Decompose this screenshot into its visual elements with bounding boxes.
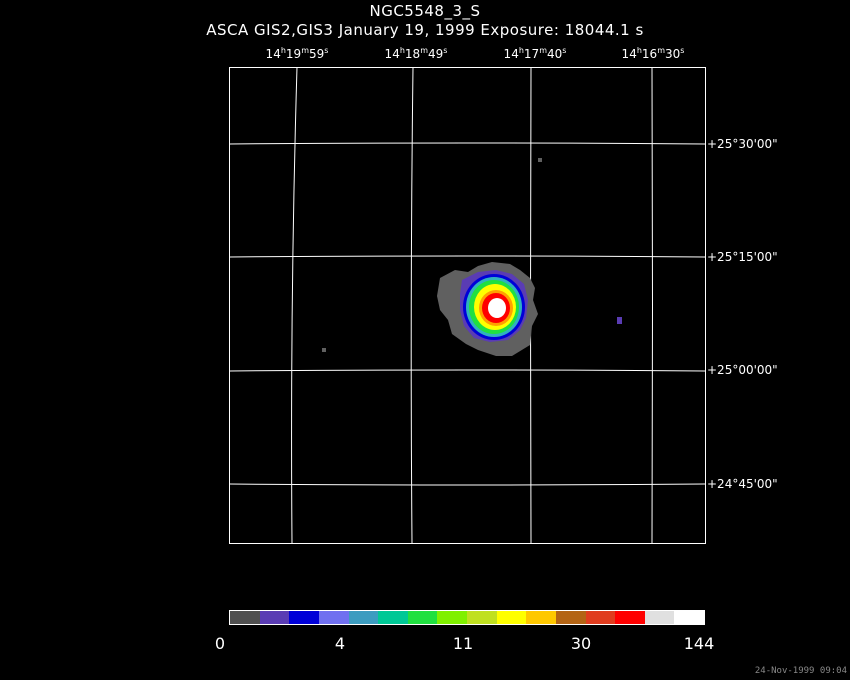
image-title: NGC5548_3_S bbox=[369, 2, 481, 20]
colorbar-cell-2 bbox=[289, 611, 319, 624]
colorbar-cell-9 bbox=[496, 611, 527, 624]
colorbar-tick-4: 144 bbox=[683, 634, 715, 653]
stray-pixel bbox=[538, 158, 542, 162]
colorbar-cell-13 bbox=[615, 611, 645, 624]
colorbar-cell-7 bbox=[437, 611, 467, 624]
ra-grid-line-2 bbox=[410, 66, 414, 544]
ra-grid-line-4 bbox=[651, 66, 653, 544]
ra-grid-line-1 bbox=[291, 66, 298, 544]
dec-label-3: +25°00'00" bbox=[707, 363, 778, 377]
stray-pixel bbox=[322, 348, 326, 352]
image-subtitle: ASCA GIS2,GIS3 January 19, 1999 Exposure… bbox=[206, 21, 644, 39]
colorbar-cell-5 bbox=[378, 611, 408, 624]
dec-grid-line-2 bbox=[228, 255, 706, 258]
colorbar bbox=[229, 610, 705, 625]
ra-label-1: 14h19m59s bbox=[265, 46, 329, 61]
dec-grid-line-1 bbox=[228, 142, 706, 145]
ra-label-2: 14h18m49s bbox=[384, 46, 448, 61]
colorbar-cell-15 bbox=[674, 611, 704, 624]
colorbar-tick-0: 0 bbox=[214, 634, 226, 653]
dec-label-4: +24°45'00" bbox=[707, 477, 778, 491]
ra-label-4: 14h16m30s bbox=[621, 46, 685, 61]
colorbar-cell-4 bbox=[348, 611, 379, 624]
stray-pixel bbox=[617, 317, 622, 324]
colorbar-tick-1: 4 bbox=[334, 634, 346, 653]
colorbar-tick-3: 30 bbox=[570, 634, 592, 653]
colorbar-cell-1 bbox=[259, 611, 290, 624]
colorbar-cell-8 bbox=[467, 611, 497, 624]
ra-label-3: 14h17m40s bbox=[503, 46, 567, 61]
colorbar-cell-6 bbox=[407, 611, 438, 624]
colorbar-cell-3 bbox=[318, 611, 349, 624]
colorbar-cell-10 bbox=[526, 611, 556, 624]
footer-timestamp: 24-Nov-1999 09:04 bbox=[754, 666, 847, 676]
colorbar-cell-14 bbox=[644, 611, 675, 624]
dec-label-1: +25°30'00" bbox=[707, 137, 778, 151]
dec-grid-line-4 bbox=[228, 483, 706, 486]
source-core bbox=[488, 298, 506, 318]
x-ray-source bbox=[437, 262, 538, 356]
dec-grid-line-3 bbox=[228, 369, 706, 372]
colorbar-cell-11 bbox=[555, 611, 586, 624]
dec-label-2: +25°15'00" bbox=[707, 250, 778, 264]
image-frame bbox=[229, 67, 706, 544]
colorbar-cell-0 bbox=[230, 611, 260, 624]
colorbar-tick-2: 11 bbox=[452, 634, 474, 653]
colorbar-cell-12 bbox=[585, 611, 616, 624]
